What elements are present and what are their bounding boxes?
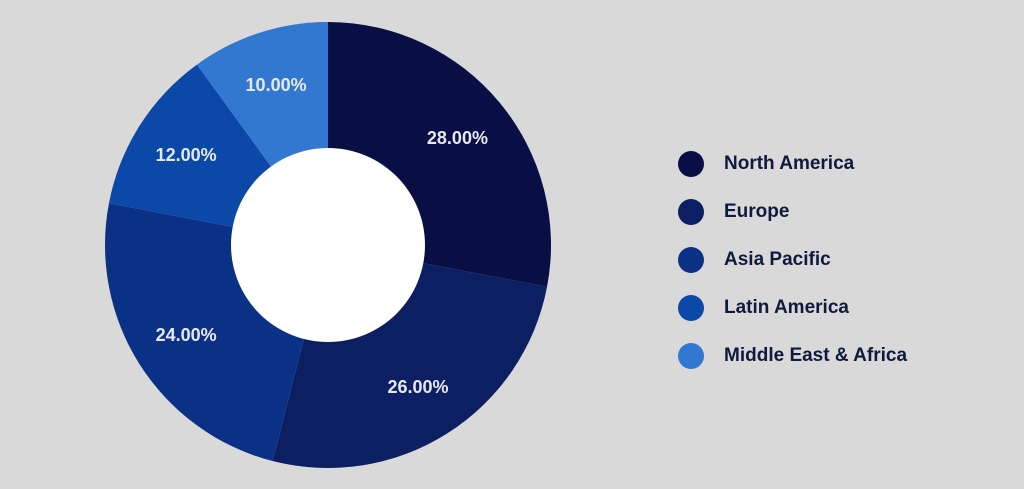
legend-item-north-america: North America <box>678 140 907 188</box>
legend-label: Middle East & Africa <box>724 345 908 366</box>
donut-hole <box>231 148 425 342</box>
legend-label: Europe <box>724 201 790 222</box>
legend-label: North America <box>724 153 855 174</box>
slice-value-label: 26.00% <box>387 377 448 397</box>
slice-value-label: 24.00% <box>156 325 217 345</box>
legend-swatch <box>678 343 704 369</box>
legend-item-middle-east-africa: Middle East & Africa <box>678 332 907 380</box>
legend-label: Latin America <box>724 297 849 318</box>
legend-item-latin-america: Latin America <box>678 284 907 332</box>
slice-value-label: 12.00% <box>156 145 217 165</box>
legend-swatch <box>678 295 704 321</box>
legend-swatch <box>678 247 704 273</box>
legend-item-europe: Europe <box>678 188 907 236</box>
legend-swatch <box>678 199 704 225</box>
chart-legend: North America Europe Asia Pacific Latin … <box>678 140 907 380</box>
legend-swatch <box>678 151 704 177</box>
legend-item-asia-pacific: Asia Pacific <box>678 236 907 284</box>
slice-value-label: 28.00% <box>427 128 488 148</box>
slice-value-label: 10.00% <box>246 75 307 95</box>
legend-label: Asia Pacific <box>724 249 831 270</box>
